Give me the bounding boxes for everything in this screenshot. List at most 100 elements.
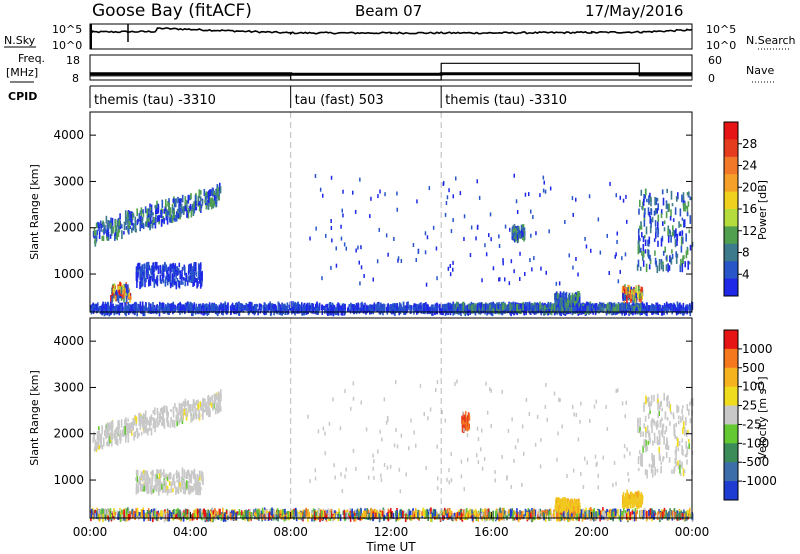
heatmap-cell bbox=[177, 486, 180, 494]
heatmap-cell bbox=[162, 409, 164, 416]
heatmap-cell bbox=[308, 513, 310, 519]
heatmap-cell bbox=[186, 412, 189, 417]
heatmap-cell bbox=[647, 250, 650, 259]
freq-nave-panel: Freq. [MHz] 18 8 60 0 Nave bbox=[6, 52, 774, 85]
heatmap-cell bbox=[644, 239, 647, 246]
heatmap-cell bbox=[641, 292, 643, 296]
heatmap-cell bbox=[347, 306, 350, 313]
heatmap-cell bbox=[152, 410, 155, 414]
heatmap-cell bbox=[116, 431, 119, 437]
heatmap-cell bbox=[168, 198, 170, 206]
heatmap-cell bbox=[673, 303, 676, 309]
heatmap-cell bbox=[683, 207, 685, 212]
heatmap-cell bbox=[159, 274, 162, 281]
heatmap-cell bbox=[165, 211, 167, 216]
heatmap-speckle bbox=[446, 195, 449, 200]
heatmap-cell bbox=[214, 306, 217, 315]
heatmap-cell bbox=[643, 217, 646, 227]
heatmap-cell bbox=[335, 511, 337, 515]
heatmap-speckle bbox=[615, 252, 617, 257]
heatmap-cell bbox=[172, 282, 174, 287]
heatmap-cell bbox=[399, 303, 402, 310]
heatmap-cell bbox=[573, 306, 575, 314]
heatmap-cell bbox=[637, 229, 640, 235]
heatmap-cell bbox=[549, 302, 552, 309]
heatmap-cell bbox=[169, 423, 172, 428]
heatmap-cell bbox=[184, 278, 187, 287]
heatmap-cell bbox=[125, 226, 128, 230]
heatmap-cell bbox=[388, 306, 391, 311]
heatmap-cell bbox=[143, 274, 146, 281]
heatmap-cell bbox=[122, 294, 124, 300]
heatmap-cell bbox=[567, 304, 569, 309]
heatmap-cell bbox=[114, 232, 117, 237]
heatmap-cell bbox=[635, 301, 637, 311]
heatmap-cell bbox=[229, 305, 232, 310]
heatmap-cell bbox=[143, 485, 145, 492]
heatmap-cell bbox=[369, 305, 372, 314]
heatmap-cell bbox=[600, 306, 602, 311]
heatmap-cell bbox=[148, 477, 151, 485]
heatmap-cell bbox=[463, 305, 466, 313]
heatmap-cell bbox=[140, 273, 143, 280]
heatmap-cell bbox=[515, 234, 517, 242]
heatmap-cell bbox=[423, 303, 425, 313]
heatmap-speckle bbox=[447, 266, 450, 271]
heatmap-cell bbox=[175, 198, 177, 203]
heatmap-cell bbox=[106, 431, 109, 438]
heatmap-cell bbox=[488, 306, 491, 314]
heatmap-cell bbox=[98, 222, 100, 231]
heatmap-cell bbox=[315, 308, 317, 314]
heatmap-cell bbox=[215, 393, 218, 400]
heatmap-speckle bbox=[484, 243, 486, 248]
heatmap-cell bbox=[633, 514, 636, 521]
heatmap-cell bbox=[163, 479, 165, 484]
heatmap-speckle bbox=[622, 198, 625, 203]
heatmap-cell bbox=[138, 262, 141, 270]
heatmap-cell bbox=[274, 303, 276, 313]
heatmap-cell bbox=[140, 509, 143, 519]
heatmap-cell bbox=[680, 258, 682, 267]
heatmap-cell bbox=[296, 302, 299, 309]
heatmap-cell bbox=[138, 481, 141, 485]
heatmap-cell bbox=[142, 417, 144, 423]
heatmap-cell bbox=[639, 297, 641, 301]
heatmap-cell bbox=[602, 307, 604, 313]
heatmap-speckle bbox=[335, 263, 338, 268]
heatmap-cell bbox=[145, 470, 148, 476]
heatmap-cell bbox=[172, 477, 174, 486]
heatmap-cell bbox=[447, 302, 450, 310]
heatmap-cell bbox=[196, 487, 199, 495]
heatmap-cell bbox=[665, 202, 668, 209]
heatmap-cell bbox=[112, 226, 114, 234]
heatmap-cell bbox=[360, 302, 362, 312]
colorbar-swatch bbox=[724, 139, 738, 158]
heatmap-cell bbox=[462, 302, 465, 312]
heatmap-cell bbox=[95, 439, 97, 448]
heatmap-cell bbox=[107, 226, 110, 231]
heatmap-cell bbox=[267, 308, 269, 313]
heatmap-cell bbox=[121, 230, 123, 239]
heatmap-cell bbox=[91, 305, 94, 310]
heatmap-cell bbox=[127, 507, 130, 517]
heatmap-cell bbox=[139, 222, 141, 232]
heatmap-cell bbox=[186, 280, 189, 286]
heatmap-cell bbox=[508, 514, 510, 520]
heatmap-cell bbox=[213, 194, 216, 201]
heatmap-cell bbox=[145, 478, 147, 486]
heatmap-cell bbox=[110, 223, 112, 227]
heatmap-cell bbox=[202, 398, 204, 405]
heatmap-cell bbox=[118, 285, 120, 290]
heatmap-cell bbox=[326, 303, 328, 312]
heatmap-cell bbox=[136, 473, 139, 483]
heatmap-cell bbox=[109, 301, 112, 311]
heatmap-cell bbox=[336, 512, 338, 516]
heatmap-cell bbox=[286, 511, 288, 516]
heatmap-cell bbox=[397, 513, 400, 521]
heatmap-cell bbox=[669, 303, 672, 310]
heatmap-cell bbox=[213, 400, 215, 404]
heatmap-cell bbox=[547, 509, 549, 515]
heatmap-cell bbox=[297, 304, 300, 313]
heatmap-cell bbox=[124, 425, 126, 435]
heatmap-cell bbox=[687, 201, 690, 207]
